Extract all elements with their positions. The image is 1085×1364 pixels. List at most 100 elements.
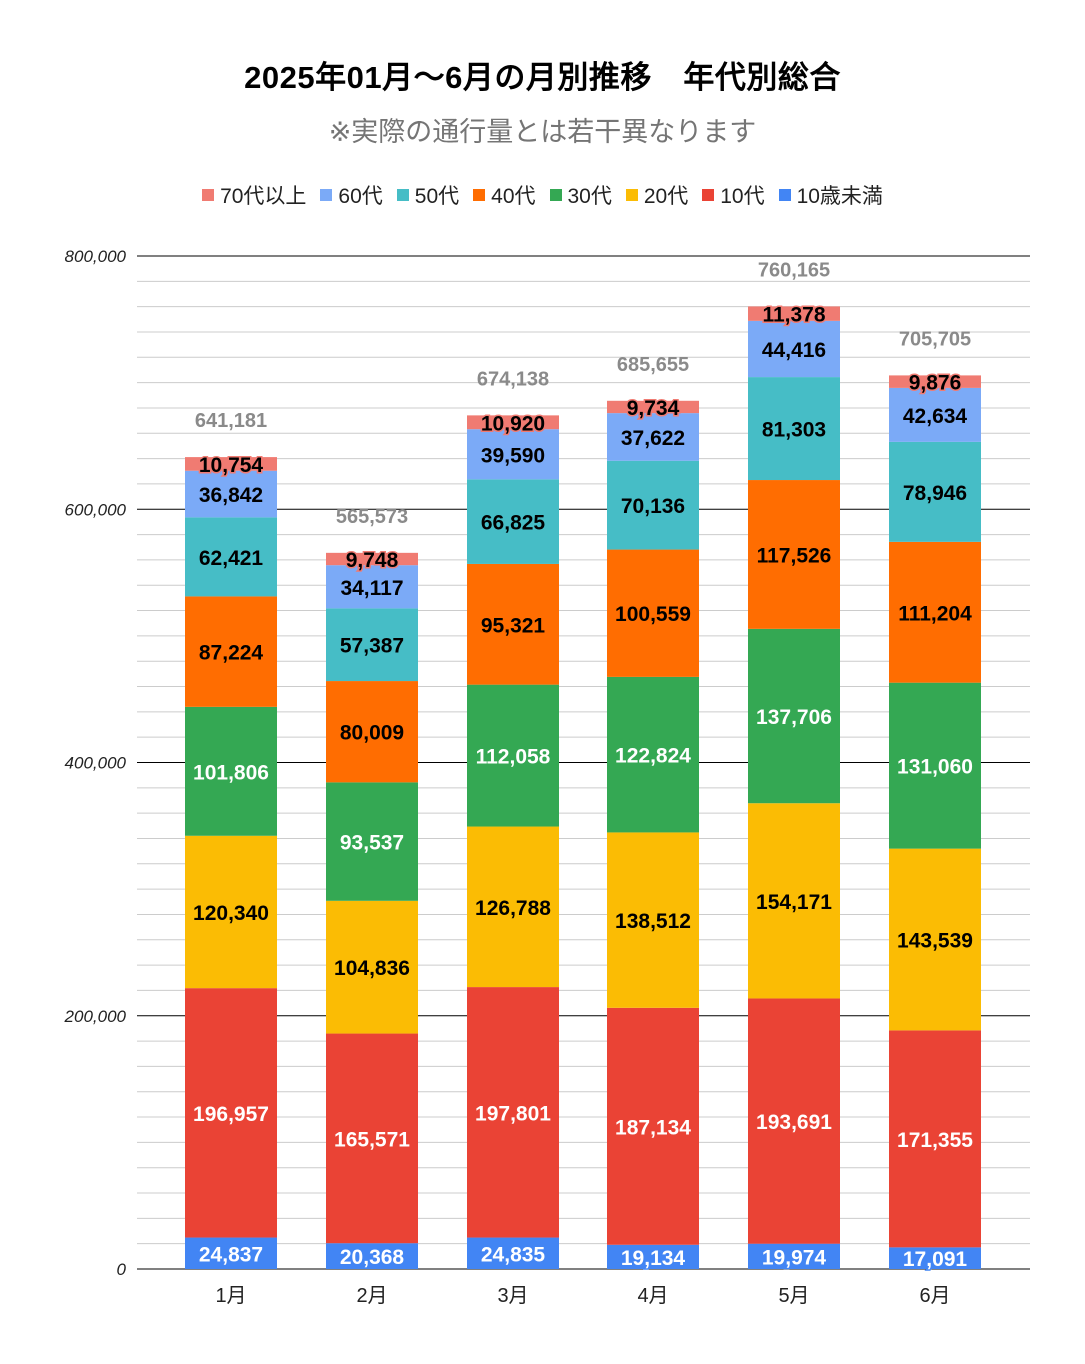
legend-item: 10代	[702, 180, 765, 210]
x-tick-label: 4月	[637, 1285, 668, 1307]
bar-segment	[326, 552, 418, 566]
segment-value-label: 80,009	[340, 722, 404, 745]
bar-segment	[889, 387, 981, 442]
x-axis-ticks: 1月 2月 3月 4月 5月 6月	[215, 1285, 950, 1307]
legend-item: 40代	[473, 180, 536, 210]
bar-segment	[185, 470, 277, 518]
segment-value-label: 122,824	[615, 745, 691, 768]
bar-segment	[185, 835, 277, 989]
segment-value-label: 138,512	[615, 910, 691, 933]
segment-value-label: 34,117	[340, 577, 403, 600]
y-tick-label: 0	[117, 1260, 127, 1279]
bar-segment	[467, 826, 559, 988]
bar-segment	[607, 549, 699, 677]
segment-value-label: 196,957	[193, 1103, 269, 1126]
segment-value-label: 78,946	[903, 482, 967, 505]
legend-label: 40代	[491, 185, 536, 208]
segment-value-label: 10,754	[199, 454, 264, 477]
bar-segment	[607, 400, 699, 414]
segment-value-label: 197,801	[475, 1102, 551, 1125]
legend-item: 50代	[396, 180, 459, 210]
bar-segment	[889, 1247, 981, 1269]
segment-value-label: 57,387	[340, 635, 404, 658]
bar-segment	[326, 1033, 418, 1244]
segment-value-label: 17,091	[903, 1248, 968, 1271]
legend-swatch	[202, 189, 215, 201]
chart-subtitle: ※実際の通行量とは若干異なります	[328, 117, 757, 147]
segment-value-label: 137,706	[756, 706, 832, 729]
segment-value-label: 9,734	[627, 397, 680, 420]
data-labels: 24,837 196,957 120,340 101,806 87,224 62,421 3…	[193, 259, 973, 1272]
bar-segment	[607, 460, 699, 550]
segment-value-label: 11,378	[762, 304, 825, 327]
segment-value-label: 93,537	[340, 832, 404, 855]
segment-value-label: 101,806	[193, 761, 269, 784]
bar-segment	[889, 441, 981, 542]
total-value-label: 565,573	[336, 506, 408, 528]
legend-swatch	[702, 189, 715, 201]
segment-value-label: 120,340	[193, 902, 269, 925]
legend-item: 70代以上	[202, 180, 306, 210]
bar-segment	[467, 479, 559, 564]
segment-value-label: 42,634	[903, 405, 968, 428]
legend: 70代以上 60代 50代 40代 30代 20代 10代 10歳未満	[0, 180, 1085, 210]
total-value-label: 685,655	[617, 354, 689, 376]
bar-segment	[467, 415, 559, 430]
bar-segment	[889, 1030, 981, 1248]
bar-segment	[607, 1244, 699, 1269]
bars	[185, 306, 981, 1269]
y-axis-ticks: 0 200,000 400,000 600,000 800,000	[64, 247, 127, 1279]
bar-segment	[889, 541, 981, 683]
segment-value-label: 39,590	[481, 444, 545, 467]
segment-value-label: 81,303	[762, 419, 826, 442]
y-tick-label: 800,000	[65, 247, 127, 266]
segment-value-label: 62,421	[199, 547, 264, 570]
bar-segment	[748, 320, 840, 378]
bar-segment	[748, 306, 840, 321]
segment-value-label: 44,416	[762, 339, 826, 362]
legend-label: 20代	[643, 185, 689, 208]
y-tick-label: 600,000	[65, 500, 127, 519]
segment-value-label: 20,368	[340, 1246, 405, 1269]
bar-segment	[467, 684, 559, 827]
bar-segment	[607, 832, 699, 1008]
legend-swatch	[549, 189, 562, 201]
bar-segment	[748, 377, 840, 481]
legend-item: 60代	[320, 180, 383, 210]
bar-segment	[748, 628, 840, 804]
legend-label: 30代	[567, 185, 612, 208]
segment-value-label: 126,788	[475, 897, 551, 920]
segment-value-label: 66,825	[481, 512, 546, 535]
x-tick-label: 6月	[919, 1285, 950, 1307]
segment-value-label: 36,842	[199, 484, 263, 507]
gridlines	[137, 255, 1030, 1270]
bar-segment	[185, 706, 277, 836]
bar-segment	[889, 375, 981, 388]
segment-value-label: 171,355	[897, 1129, 973, 1152]
segment-value-label: 111,204	[898, 602, 972, 625]
bar-segment	[607, 413, 699, 461]
bar-segment	[326, 608, 418, 682]
bar-segment	[326, 681, 418, 783]
bar-segment	[748, 1243, 840, 1269]
segment-value-label: 187,134	[615, 1116, 691, 1139]
segment-value-label: 165,571	[334, 1128, 410, 1151]
segment-value-label: 193,691	[756, 1111, 832, 1134]
segment-value-label: 70,136	[621, 495, 685, 518]
bar-segment	[467, 1237, 559, 1269]
segment-value-label: 9,876	[909, 372, 962, 395]
segment-value-label: 87,224	[199, 642, 264, 665]
segment-value-label: 100,559	[615, 603, 691, 626]
bar-segment	[889, 682, 981, 849]
total-value-label: 674,138	[477, 368, 549, 390]
legend-item: 20代	[625, 180, 689, 210]
bar-segment	[326, 565, 418, 609]
legend-swatch	[396, 189, 409, 201]
segment-value-label: 9,748	[346, 549, 399, 572]
bar-segment	[607, 1007, 699, 1245]
bar-segment	[185, 988, 277, 1238]
bar-segment	[748, 480, 840, 629]
segment-value-label: 104,836	[334, 957, 410, 980]
segment-value-label: 19,134	[621, 1247, 686, 1270]
